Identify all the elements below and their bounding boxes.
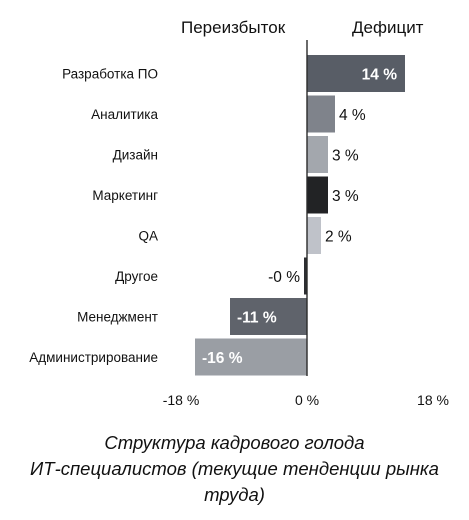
value-label: 4 % bbox=[339, 107, 366, 124]
category-label: Дизайн bbox=[113, 148, 158, 163]
bar-6 bbox=[304, 257, 307, 295]
caption-line-2: ИТ-специалистов (текущие тенденции рынка bbox=[30, 458, 439, 479]
category-label: Маркетинг bbox=[92, 188, 158, 203]
category-label: Администрирование bbox=[29, 350, 158, 365]
value-label: -0 % bbox=[268, 269, 300, 286]
value-label: 3 % bbox=[332, 148, 359, 165]
bar-chart: Разработка ПО 14 % Аналитика 4 % Дизайн 3 % Ма… bbox=[29, 40, 449, 408]
caption-line-1: Структура кадрового голода bbox=[104, 432, 365, 453]
bar-1 bbox=[307, 55, 405, 92]
bar-8 bbox=[195, 338, 307, 376]
value-label: -16 % bbox=[202, 350, 243, 367]
bar-7 bbox=[230, 298, 307, 335]
category-label: Менеджмент bbox=[77, 310, 158, 325]
value-label: -11 % bbox=[237, 310, 277, 327]
caption-line-3: труда) bbox=[204, 484, 265, 505]
category-label: Аналитика bbox=[91, 107, 158, 122]
bar-3 bbox=[307, 136, 328, 173]
x-tick-label: -18 % bbox=[163, 392, 200, 408]
surplus-header: Переизбыток bbox=[181, 18, 286, 37]
bar-5 bbox=[307, 217, 321, 254]
deficit-header: Дефицит bbox=[352, 18, 424, 37]
value-label: 2 % bbox=[325, 229, 352, 246]
bar-2 bbox=[307, 95, 335, 133]
chart-caption: Структура кадрового голода ИТ-специалист… bbox=[0, 430, 469, 508]
x-tick-label: 0 % bbox=[295, 392, 319, 408]
x-tick-label: 18 % bbox=[417, 392, 449, 408]
value-label: 3 % bbox=[332, 188, 359, 205]
value-label: 14 % bbox=[362, 67, 398, 84]
category-label: Другое bbox=[115, 269, 158, 284]
category-label: QA bbox=[138, 229, 158, 244]
category-label: Разработка ПО bbox=[62, 67, 158, 82]
bar-4 bbox=[307, 176, 328, 214]
